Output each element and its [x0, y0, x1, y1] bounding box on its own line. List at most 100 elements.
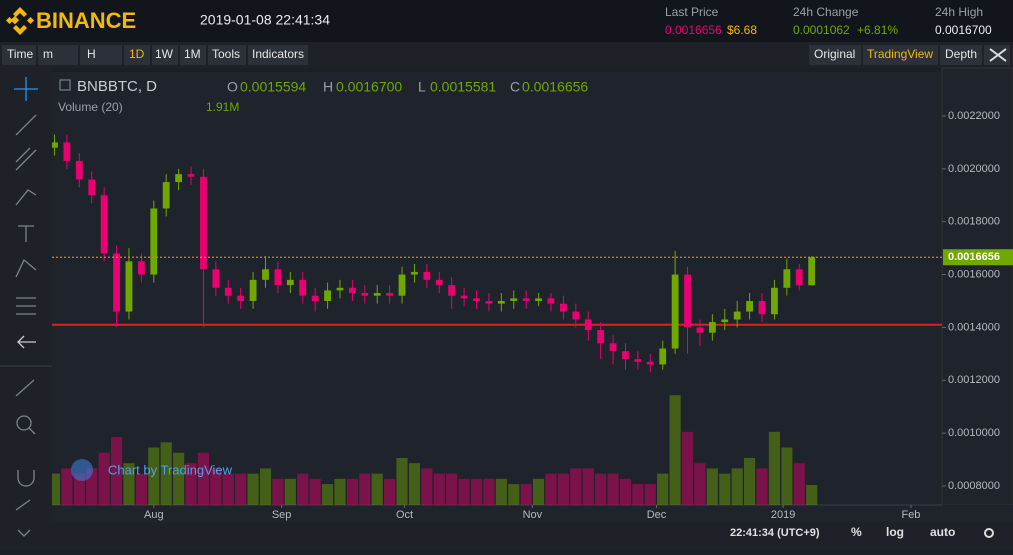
y-tick-label: 0.0014000 — [948, 321, 1000, 333]
footer-button[interactable]: auto — [930, 525, 955, 539]
candle-body — [510, 298, 518, 301]
candle-body — [311, 295, 319, 301]
volume-bar — [110, 437, 123, 505]
candle-body — [262, 269, 269, 280]
legend-label: H — [323, 79, 333, 95]
legend-label: C — [510, 79, 520, 95]
candle-body — [212, 269, 220, 288]
candle-body — [200, 176, 207, 270]
volume-bar — [470, 478, 483, 505]
volume-bar — [607, 473, 619, 505]
volume-bar — [421, 468, 433, 505]
volume-bar — [408, 463, 421, 505]
candle-body — [460, 295, 468, 299]
volume-bar — [532, 478, 545, 505]
candle-body — [286, 279, 294, 286]
footer-button[interactable]: log — [886, 525, 904, 539]
candle-body — [758, 300, 766, 315]
candle-body — [75, 160, 83, 180]
volume-bar — [123, 463, 135, 505]
x-tick-label: Sep — [272, 509, 292, 521]
volume-bar — [731, 468, 743, 505]
toolbar-button[interactable]: Depth — [945, 47, 977, 61]
stat-label: 24h Change — [793, 5, 859, 19]
volume-bar — [458, 478, 470, 505]
time-axis — [52, 505, 1013, 522]
toolbar-button[interactable]: Time — [7, 47, 34, 61]
candle-body — [473, 298, 480, 301]
candle-body — [535, 298, 542, 301]
toolbar-button[interactable]: 1M — [184, 47, 201, 61]
volume-bar — [756, 468, 768, 505]
tv-logo — [71, 459, 93, 481]
volume-bar — [235, 473, 247, 505]
candle-body — [721, 319, 729, 323]
x-tick-label: Dec — [647, 509, 667, 521]
fullscreen-icon[interactable] — [989, 48, 1007, 62]
volume-bar — [719, 473, 731, 505]
candle-body — [435, 279, 443, 286]
price-tag — [943, 249, 1013, 266]
candle-body — [150, 208, 158, 275]
volume-bar — [681, 431, 694, 505]
volume-bar — [272, 478, 284, 505]
toolbar-button[interactable]: Tools — [212, 47, 240, 61]
candle-body — [386, 293, 394, 296]
volume-bar — [694, 463, 706, 505]
volume-bar — [669, 395, 681, 505]
stat-label: Last Price — [665, 5, 719, 19]
volume-bar — [781, 447, 793, 505]
y-tick-label: 0.0012000 — [948, 374, 1000, 386]
volume-bar — [284, 478, 296, 505]
volume-bar — [396, 457, 408, 505]
price-axis — [941, 67, 1013, 506]
candle-body — [361, 293, 369, 296]
candle-body — [659, 348, 667, 365]
candle-body — [696, 327, 704, 333]
legend-value: 0.0015581 — [430, 79, 496, 95]
volume-bar — [806, 485, 818, 505]
collapse-icon[interactable] — [59, 79, 71, 91]
volume-bar — [371, 473, 383, 505]
drawing-tools — [14, 77, 38, 537]
x-tick-label: Feb — [901, 509, 920, 521]
clock: 22:41:34 (UTC+9) — [730, 527, 820, 539]
candle-body — [137, 261, 145, 275]
footer-button[interactable]: % — [851, 525, 862, 539]
watermark: Chart by TradingView — [108, 462, 233, 477]
candle-body — [733, 311, 741, 320]
settings-icon[interactable] — [984, 528, 994, 538]
volume-bar — [384, 478, 396, 505]
toolbar-button[interactable]: 1D — [129, 47, 145, 61]
toolbar-button[interactable]: 1W — [155, 47, 174, 61]
datetime: 2019-01-08 22:41:34 — [200, 12, 330, 28]
y-tick-label: 0.0022000 — [948, 110, 1000, 122]
volume-bar — [632, 484, 644, 505]
volume-value: 1.91M — [206, 100, 239, 114]
volume-bar — [495, 478, 507, 505]
plot-area — [52, 72, 942, 505]
candle-body — [634, 359, 642, 362]
candle-body — [646, 361, 654, 365]
toolbar-button[interactable]: TradingView — [867, 47, 933, 61]
volume-bar — [148, 447, 160, 505]
header-bar — [0, 0, 1013, 42]
stat-value: +6.81% — [857, 23, 898, 37]
legend-label: O — [227, 79, 238, 95]
candle-body — [274, 269, 282, 286]
candle-body — [162, 182, 170, 209]
candle-body — [783, 269, 791, 288]
toolbar-button[interactable]: H — [87, 47, 96, 61]
candle-body — [622, 351, 629, 360]
toolbar-button[interactable]: Original — [814, 47, 855, 61]
y-tick-label: 0.0018000 — [948, 216, 1000, 228]
candle-body — [63, 142, 71, 161]
volume-bar — [197, 452, 210, 505]
volume-bar — [446, 473, 458, 505]
candle-body — [795, 269, 803, 286]
symbol: BNBBTC, D — [77, 78, 157, 95]
candle-body — [609, 343, 617, 352]
toolbar-button[interactable]: m — [43, 47, 53, 61]
toolbar-button[interactable]: Indicators — [252, 47, 304, 61]
volume-bar — [98, 452, 110, 505]
